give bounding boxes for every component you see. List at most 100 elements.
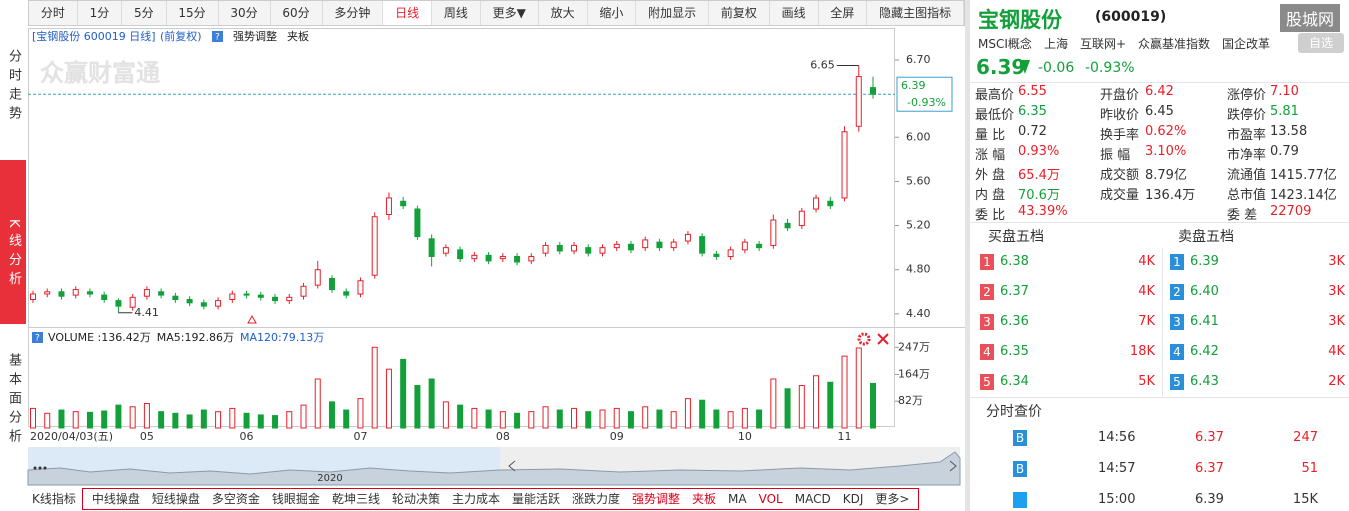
toolbar-button[interactable]: 60分 (271, 1, 323, 25)
book-volume: 5K (1138, 374, 1155, 389)
stock-tag[interactable]: 众赢基准指数 (1138, 37, 1211, 51)
candle-body (642, 239, 649, 249)
help-icon: ? (35, 334, 40, 344)
candle-body (314, 269, 321, 286)
candle-body (385, 197, 392, 216)
stat-value: 6.42 (1145, 84, 1174, 99)
volume-bar (627, 411, 634, 429)
fav-button[interactable]: 自选 (1298, 33, 1344, 53)
volume-bar (58, 409, 65, 429)
indicator-item[interactable]: 乾坤三线 (331, 492, 380, 506)
toolbar-button[interactable]: 日线 (383, 1, 433, 25)
candle-body (727, 249, 734, 257)
indicator-item[interactable]: 中线操盘 (91, 492, 140, 506)
toolbar-button[interactable]: 附加显示 (636, 1, 710, 25)
nav-dot (38, 466, 42, 470)
volume-bar (599, 409, 606, 429)
candle-body (855, 76, 862, 127)
nav-right[interactable] (949, 460, 957, 472)
toolbar-button[interactable]: 全屏 (819, 1, 868, 25)
toolbar-button[interactable]: 分时 (29, 1, 78, 25)
price: 6.39 (976, 55, 1026, 79)
stock-tag[interactable]: MSCI概念 (978, 37, 1032, 51)
indicator-item[interactable]: MACD (794, 491, 831, 506)
book-title: 卖盘五档 (1178, 229, 1234, 245)
candle-body (670, 241, 677, 249)
volume-bar (870, 382, 876, 429)
level-badge: 1 (1170, 254, 1184, 270)
book-volume: 3K (1328, 314, 1345, 329)
stock-tag[interactable]: 互联网+ (1080, 37, 1127, 51)
volume-bar (699, 399, 706, 429)
settings-icon[interactable] (857, 332, 871, 346)
stat-value: 8.79亿 (1145, 168, 1187, 183)
indicator-item[interactable]: 短线操盘 (151, 492, 200, 506)
stat-label: 涨停价 (1227, 88, 1267, 103)
candle-body (656, 241, 663, 249)
stat-value: 43.39% (1018, 204, 1068, 219)
volume-bar (229, 407, 236, 429)
indicator-group: 中线操盘 短线操盘 多空资金 钱眼掘金 乾坤三线 轮动决策 主力成本 量能活跃 涨跌力度 强势调整… (81, 487, 920, 510)
volume-bar (101, 410, 108, 429)
toolbar-button[interactable]: 15分 (167, 1, 219, 25)
volume-bar (642, 406, 649, 429)
toolbar-button[interactable]: 更多▼ (481, 1, 539, 25)
indicator-item[interactable]: 夹板 (692, 492, 717, 506)
stock-tag[interactable]: 国企改革 (1222, 37, 1271, 51)
toolbar-button[interactable]: 5分 (122, 1, 167, 25)
volume-bar (400, 358, 407, 429)
level-badge: 5 (980, 374, 994, 390)
indicator-item[interactable]: 涨跌力度 (572, 492, 621, 506)
toolbar-button[interactable]: 1分 (78, 1, 123, 25)
candle-body (300, 285, 307, 297)
book-price: 6.40 (1190, 284, 1219, 299)
nav-left[interactable] (508, 460, 516, 472)
volume-bar (585, 411, 592, 429)
candle-body (471, 254, 478, 260)
indicator-item[interactable]: VOL (758, 491, 783, 506)
candle-body (215, 300, 222, 307)
volume-bar (371, 346, 378, 429)
candle-body (457, 249, 464, 260)
toolbar-button[interactable]: 缩小 (588, 1, 637, 25)
stat-value: 22709 (1270, 204, 1312, 219)
toolbar-button[interactable]: 放大 (539, 1, 588, 25)
candle-body (627, 243, 634, 251)
indicator-item[interactable]: MA (728, 491, 747, 506)
tick-time: 14:56 (1098, 430, 1136, 445)
stat-label: 跌停价 (1227, 108, 1267, 123)
stat-value: 7.10 (1270, 84, 1299, 99)
toolbar-button[interactable]: 画线 (770, 1, 819, 25)
indicator-item[interactable]: 多空资金 (211, 492, 260, 506)
indicator-item[interactable]: 更多> (875, 492, 910, 506)
close-icon[interactable] (877, 333, 889, 345)
toolbar-button[interactable]: 多分钟 (323, 1, 384, 25)
nav-dot (43, 466, 47, 470)
toolbar-button[interactable]: 周线 (432, 1, 481, 25)
tick-volume: 15K (1292, 492, 1318, 507)
side-tab[interactable]: 分时走势 (6, 49, 21, 125)
volume-bar (328, 401, 335, 429)
stat-label: 内 盘 (975, 188, 1006, 203)
volume-bar (613, 407, 620, 429)
volume-bar (571, 407, 578, 429)
toolbar-button[interactable]: 隐藏主图指标 (867, 1, 965, 25)
indicator-item[interactable]: 量能活跃 (511, 492, 560, 506)
stat-label: 换手率 (1100, 128, 1140, 143)
indicator-item[interactable]: KDJ (842, 491, 864, 506)
indicator-item[interactable]: 强势调整 (632, 492, 681, 506)
stock-tag[interactable]: 上海 (1044, 37, 1069, 51)
side-tab[interactable]: K线分析 (6, 219, 21, 291)
y-tick-label: 82万 (898, 394, 923, 407)
candle-body (514, 255, 521, 263)
side-tab[interactable]: 基本面分析 (6, 352, 21, 448)
indicator-item[interactable]: 钱眼掘金 (271, 492, 320, 506)
toolbar-button[interactable]: 30分 (219, 1, 271, 25)
book-price: 6.34 (1000, 374, 1029, 389)
toolbar-button[interactable]: 前复权 (709, 1, 770, 25)
candle-body (442, 247, 449, 254)
indicator-item[interactable]: 轮动决策 (391, 492, 440, 506)
indicator-item[interactable]: 主力成本 (451, 492, 500, 506)
level-badge: 3 (980, 314, 994, 330)
candle-body (357, 280, 364, 295)
